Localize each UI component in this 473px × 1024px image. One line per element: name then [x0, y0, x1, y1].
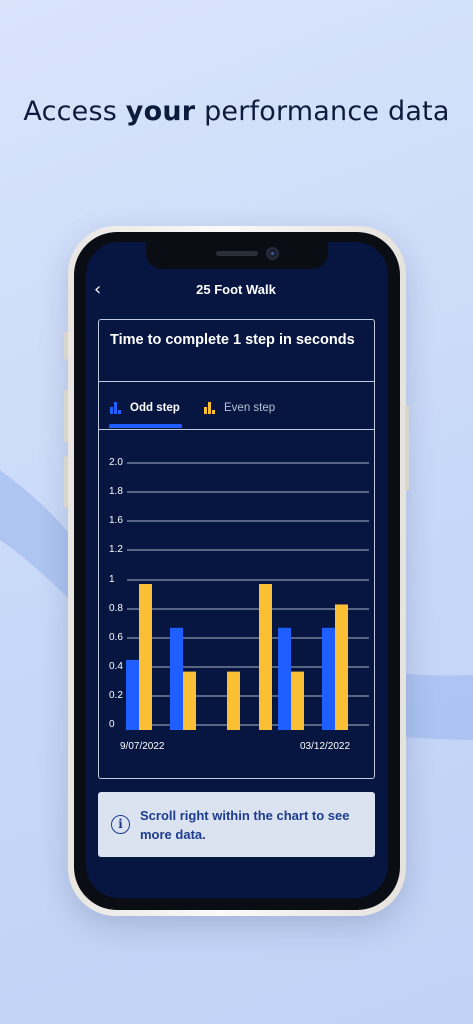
phone-power-button: [405, 405, 409, 491]
y-tick-label: 1.6: [109, 515, 123, 526]
y-tick-label: 1.8: [109, 486, 123, 497]
info-icon: i: [111, 815, 130, 834]
tab-even-step[interactable]: Even step: [204, 398, 275, 418]
y-tick-label: 1: [109, 574, 115, 585]
bar-chart[interactable]: 2.0 1.8 1.6 1.2 1 0.8 0.6 0.4 0.2 0 9/07/2022 03/12…: [98, 440, 375, 760]
bar-even-step[interactable]: [183, 671, 196, 730]
bar-even-step[interactable]: [259, 584, 272, 730]
y-tick-label: 0: [109, 719, 115, 730]
x-axis-label-first: 9/07/2022: [120, 741, 165, 752]
tab-even-step-label: Even step: [224, 402, 276, 414]
phone-speaker: [216, 251, 258, 256]
chevron-left-icon[interactable]: ‹: [94, 279, 102, 300]
phone-mute-switch: [64, 332, 68, 360]
bar-odd-step[interactable]: [170, 627, 183, 730]
bar-chart-icon: [204, 402, 216, 414]
headline-prefix: Access: [23, 96, 126, 127]
info-banner-text: Scroll right within the chart to see mor…: [140, 808, 350, 842]
y-tick-label: 0.2: [109, 690, 123, 701]
bar-odd-step[interactable]: [126, 659, 139, 730]
y-tick-label: 0.8: [109, 603, 123, 614]
page-headline: Access your performance data: [0, 96, 473, 127]
y-tick-label: 0.6: [109, 632, 123, 643]
headline-emphasis: your: [125, 96, 196, 127]
bar-even-step[interactable]: [139, 584, 152, 730]
y-tick-label: 1.2: [109, 544, 123, 555]
selected-tab-indicator: [109, 424, 182, 428]
x-axis-label-last: 03/12/2022: [300, 741, 350, 752]
chart-card-title: Time to complete 1 step in seconds: [110, 332, 355, 348]
phone-volume-up-button: [64, 390, 68, 442]
bar-odd-step[interactable]: [322, 627, 335, 730]
bar-even-step[interactable]: [335, 604, 348, 730]
tab-odd-step[interactable]: Odd step: [110, 398, 180, 418]
headline-suffix: performance data: [195, 96, 450, 127]
phone-screen: [86, 242, 388, 898]
card-title-divider: [98, 381, 375, 382]
phone-volume-down-button: [64, 456, 68, 508]
info-banner: [98, 792, 375, 857]
chart-card: [98, 319, 375, 779]
y-tick-label: 2.0: [109, 457, 123, 468]
tabs-divider: [98, 429, 375, 430]
tab-odd-step-label: Odd step: [130, 402, 180, 414]
y-tick-label: 0.4: [109, 661, 123, 672]
bar-even-step[interactable]: [291, 671, 304, 730]
screen-title: 25 Foot Walk: [196, 282, 276, 297]
phone-camera: [266, 247, 279, 260]
bar-chart-icon: [110, 402, 122, 414]
bar-even-step[interactable]: [227, 671, 240, 730]
bar-odd-step[interactable]: [278, 627, 291, 730]
